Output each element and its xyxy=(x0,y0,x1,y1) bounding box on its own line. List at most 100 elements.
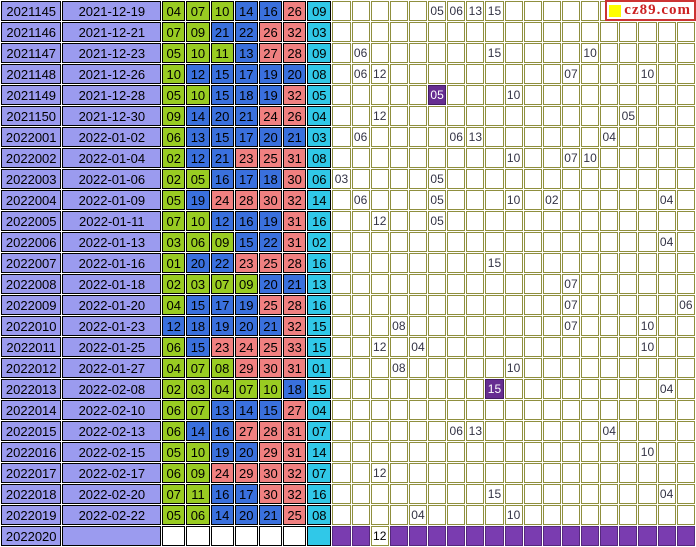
blue-ball: 15 xyxy=(307,316,332,336)
red-ball: 04 xyxy=(162,295,186,315)
trend-cell xyxy=(485,106,504,126)
trend-cell xyxy=(619,295,638,315)
trend-strip-cell xyxy=(657,526,676,546)
period-cell: 2022018 xyxy=(1,484,62,504)
trend-cell xyxy=(428,400,447,420)
trend-strip-cell xyxy=(485,526,504,546)
trend-cell xyxy=(351,421,370,441)
trend-cell: 10 xyxy=(504,190,523,210)
red-ball: 26 xyxy=(283,106,307,126)
red-ball: 10 xyxy=(210,1,234,21)
trend-cell xyxy=(447,232,466,252)
trend-cell: 15 xyxy=(485,253,504,273)
trend-cell xyxy=(485,85,504,105)
red-ball: 18 xyxy=(186,316,210,336)
trend-strip-cell xyxy=(447,526,466,546)
blue-ball: 03 xyxy=(307,127,332,147)
trend-cell xyxy=(600,400,619,420)
trend-cell xyxy=(600,358,619,378)
blue-ball: 02 xyxy=(307,232,332,252)
trend-cell xyxy=(389,1,408,21)
trend-cell xyxy=(619,379,638,399)
trend-cell xyxy=(466,106,485,126)
trend-cell xyxy=(332,274,351,294)
red-ball: 25 xyxy=(283,505,307,525)
red-ball: 21 xyxy=(258,316,283,336)
red-ball: 07 xyxy=(186,358,210,378)
red-ball: 32 xyxy=(283,484,307,504)
red-ball: 12 xyxy=(186,148,210,168)
trend-cell xyxy=(676,400,695,420)
trend-cell xyxy=(523,190,542,210)
red-ball: 05 xyxy=(162,85,186,105)
trend-cell xyxy=(466,295,485,315)
trend-cell xyxy=(332,295,351,315)
blue-ball: 08 xyxy=(307,148,332,168)
draw-row: 2022009 2022-01-20 04 15 17 19 25 28 16 07 06 xyxy=(1,295,695,315)
red-ball-empty xyxy=(258,526,283,546)
red-ball: 30 xyxy=(258,463,283,483)
trend-cell xyxy=(389,106,408,126)
trend-cell xyxy=(600,379,619,399)
trend-cell xyxy=(447,463,466,483)
trend-cell xyxy=(447,211,466,231)
red-ball: 02 xyxy=(162,169,186,189)
draw-row: 2022020 12 xyxy=(1,526,695,546)
red-ball: 02 xyxy=(162,274,186,294)
trend-cell xyxy=(351,358,370,378)
trend-cell xyxy=(466,64,485,84)
period-cell: 2022002 xyxy=(1,148,62,168)
period-cell: 2022015 xyxy=(1,421,62,441)
trend-cell xyxy=(638,22,657,42)
trend-cell xyxy=(332,106,351,126)
trend-cell xyxy=(638,358,657,378)
date-cell: 2021-12-23 xyxy=(62,43,162,63)
logo[interactable]: cz89.com xyxy=(605,0,696,21)
period-cell: 2022020 xyxy=(1,526,62,546)
red-ball: 11 xyxy=(210,43,234,63)
red-ball: 30 xyxy=(258,358,283,378)
trend-cell xyxy=(600,442,619,462)
red-ball: 23 xyxy=(234,148,258,168)
red-ball: 24 xyxy=(258,106,283,126)
trend-cell xyxy=(581,421,600,441)
trend-cell: 05 xyxy=(428,211,447,231)
trend-cell xyxy=(485,232,504,252)
trend-cell xyxy=(466,211,485,231)
blue-ball: 13 xyxy=(307,274,332,294)
trend-cell xyxy=(389,484,408,504)
red-ball: 20 xyxy=(234,316,258,336)
trend-cell: 06 xyxy=(447,421,466,441)
red-ball: 13 xyxy=(234,43,258,63)
red-ball: 32 xyxy=(283,316,307,336)
trend-cell xyxy=(485,505,504,525)
red-ball: 15 xyxy=(210,64,234,84)
red-ball: 14 xyxy=(234,400,258,420)
period-cell: 2021147 xyxy=(1,43,62,63)
blue-ball: 07 xyxy=(307,421,332,441)
red-ball: 31 xyxy=(283,232,307,252)
trend-cell xyxy=(370,400,389,420)
red-ball: 09 xyxy=(186,22,210,42)
draw-row: 2022012 2022-01-27 04 07 08 29 30 31 01 08 10 xyxy=(1,358,695,378)
red-ball: 20 xyxy=(258,127,283,147)
trend-cell xyxy=(428,421,447,441)
trend-cell xyxy=(428,127,447,147)
trend-cell xyxy=(428,43,447,63)
blue-ball: 15 xyxy=(307,337,332,357)
trend-cell xyxy=(523,22,542,42)
trend-cell xyxy=(619,400,638,420)
trend-cell xyxy=(504,22,523,42)
trend-cell xyxy=(351,22,370,42)
trend-cell: 07 xyxy=(561,316,581,336)
trend-cell xyxy=(332,337,351,357)
trend-cell xyxy=(561,190,581,210)
trend-cell xyxy=(523,484,542,504)
red-ball: 29 xyxy=(234,463,258,483)
red-ball: 31 xyxy=(283,358,307,378)
trend-cell xyxy=(657,316,676,336)
trend-cell: 05 xyxy=(428,1,447,21)
trend-cell: 07 xyxy=(561,148,581,168)
trend-cell xyxy=(466,442,485,462)
trend-cell: 10 xyxy=(504,505,523,525)
